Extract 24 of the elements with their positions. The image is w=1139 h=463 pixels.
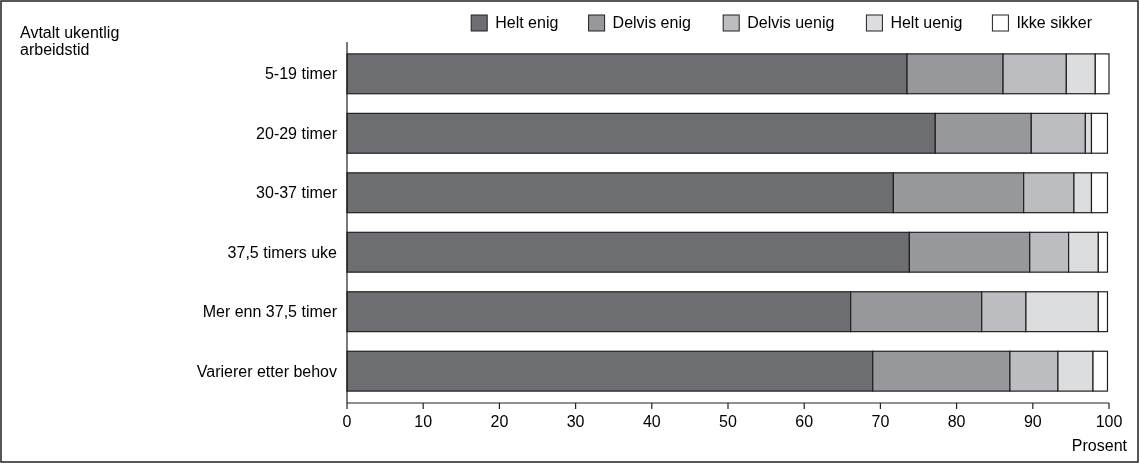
legend-label: Ikke sikker (1016, 14, 1093, 31)
y-tick-label: Mer enn 37,5 timer (202, 303, 338, 321)
y-axis-title: Avtalt ukentlig arbeidstid (20, 24, 120, 58)
y-tick-label: Varierer etter behov (196, 362, 337, 380)
x-tick-label: 40 (642, 413, 661, 430)
x-tick-label: 50 (719, 413, 737, 430)
legend-label: Helt uenig (890, 14, 963, 31)
legend-label: Delvis uenig (747, 14, 835, 31)
legend-label: Delvis enig (612, 14, 691, 31)
y-tick-label: 30-37 timer (256, 184, 338, 202)
y-tick-label: 20-29 timer (256, 124, 338, 142)
x-tick-label: 60 (795, 413, 814, 430)
y-tick-label: 37,5 timers uke (227, 243, 338, 261)
x-tick-label: 90 (1023, 413, 1042, 430)
x-tick-label: 30 (566, 413, 585, 430)
x-tick-label: 0 (342, 413, 352, 430)
x-tick-label: 80 (947, 413, 966, 430)
x-tick-label: 70 (871, 413, 890, 430)
y-tick-label: 5-19 timer (264, 65, 338, 83)
x-tick-label: 10 (414, 413, 433, 430)
x-axis-title: Prosent (1071, 437, 1128, 454)
legend-label: Helt enig (495, 14, 559, 31)
x-tick-label: 20 (490, 413, 509, 430)
x-tick-label: 100 (1095, 413, 1123, 430)
